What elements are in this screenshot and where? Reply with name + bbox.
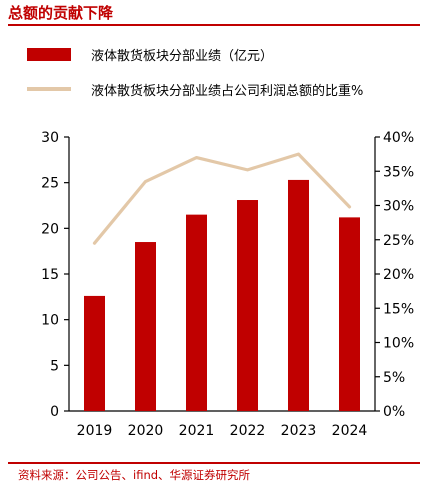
y-right-tick-label: 35% [383, 164, 414, 180]
y-right-tick-label: 0% [383, 404, 405, 420]
bar-2020 [135, 242, 156, 411]
y-left-tick-label: 20 [41, 221, 59, 237]
x-tick-label: 2022 [230, 423, 266, 439]
legend-label-bar: 液体散货板块分部业绩（亿元） [91, 48, 274, 64]
legend-label-line: 液体散货板块分部业绩占公司利润总额的比重% [91, 83, 364, 99]
y-left-tick-label: 10 [41, 313, 59, 329]
bar-2021 [186, 214, 207, 411]
x-tick-label: 2019 [77, 423, 113, 439]
bar-2024 [339, 217, 360, 411]
bar-2023 [288, 179, 309, 411]
legend-swatch-bar [27, 47, 71, 61]
x-tick-label: 2021 [179, 423, 215, 439]
x-tick-label: 2020 [128, 423, 164, 439]
x-tick-label: 2024 [332, 423, 368, 439]
y-left-tick-label: 25 [41, 176, 59, 192]
bar-2022 [237, 200, 258, 411]
y-right-tick-label: 40% [383, 130, 414, 146]
source-note: 资料来源：公司公告、ifind、华源证券研究所 [18, 468, 251, 482]
legend-swatch-line [27, 87, 71, 91]
y-left-tick-label: 15 [41, 267, 59, 283]
combo-chart: 0 5 10 15 20 25 30 0% 5% 10% 15% 20% 25% 30% 35% 40% 201… [41, 130, 414, 439]
y-right-tick-label: 5% [383, 370, 405, 386]
x-tick-label: 2023 [281, 423, 317, 439]
legend-item-bar: 液体散货板块分部业绩（亿元） [27, 45, 274, 64]
y-right-tick-label: 15% [383, 301, 414, 317]
page-title: 总额的贡献下降 [8, 4, 114, 22]
legend-item-line: 液体散货板块分部业绩占公司利润总额的比重% [27, 80, 364, 99]
y-left-tick-label: 30 [41, 130, 59, 146]
top-divider [8, 24, 420, 26]
share-line-series [92, 152, 352, 245]
bottom-divider [8, 462, 420, 464]
y-right-tick-label: 30% [383, 199, 414, 215]
y-right-tick-label: 25% [383, 233, 414, 249]
y-left-tick-label: 5 [50, 358, 59, 374]
y-left-tick-label: 0 [50, 404, 59, 420]
bar-2019 [84, 295, 105, 411]
y-right-tick-label: 20% [383, 267, 414, 283]
y-right-tick-label: 10% [383, 336, 414, 352]
